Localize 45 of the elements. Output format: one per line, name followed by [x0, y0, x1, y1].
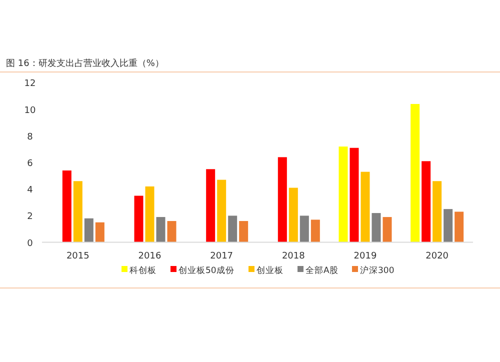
bar: [422, 161, 431, 242]
bar: [62, 170, 72, 242]
legend-label: 创业板50成份: [178, 265, 234, 276]
bar: [338, 146, 348, 242]
x-tick-label: 2017: [210, 251, 234, 262]
y-tick-label: 2: [27, 212, 33, 222]
bar: [156, 217, 166, 242]
bar: [350, 148, 359, 242]
bar: [239, 221, 248, 242]
bar: [84, 218, 94, 242]
bar: [228, 216, 238, 242]
bar: [278, 157, 287, 242]
bar: [410, 104, 420, 242]
legend-label: 创业板: [256, 265, 284, 276]
bar: [206, 169, 216, 242]
y-tick-label: 6: [27, 159, 34, 169]
bar: [310, 220, 320, 242]
bar: [134, 196, 144, 242]
y-tick-label: 12: [24, 79, 36, 90]
bar: [382, 217, 392, 242]
y-tick-label: 0: [27, 238, 34, 249]
x-tick-label: 2015: [66, 251, 90, 262]
chart-title: 图 16：研发支出占营业收入比重（%）: [6, 58, 164, 69]
y-tick-label: 8: [27, 132, 34, 142]
x-tick-label: 2016: [138, 251, 162, 262]
bar: [444, 209, 453, 242]
x-tick-label: 2020: [426, 251, 449, 262]
bar: [95, 222, 104, 242]
bar: [288, 188, 298, 242]
x-tick-label: 2019: [354, 251, 377, 262]
bar: [167, 221, 176, 242]
bar: [145, 186, 154, 242]
bar: [217, 180, 226, 242]
y-tick-label: 4: [27, 186, 34, 196]
bar: [432, 181, 442, 242]
legend-label: 沪深300: [360, 265, 394, 276]
bar: [73, 181, 82, 242]
y-tick-label: 10: [24, 106, 36, 116]
legend-label: 科创板: [130, 265, 156, 276]
bar: [454, 212, 464, 242]
bar: [300, 216, 309, 242]
legend-label: 全部A股: [306, 265, 338, 276]
bar: [360, 172, 370, 242]
bar: [372, 213, 381, 242]
x-tick-label: 2018: [282, 251, 306, 262]
